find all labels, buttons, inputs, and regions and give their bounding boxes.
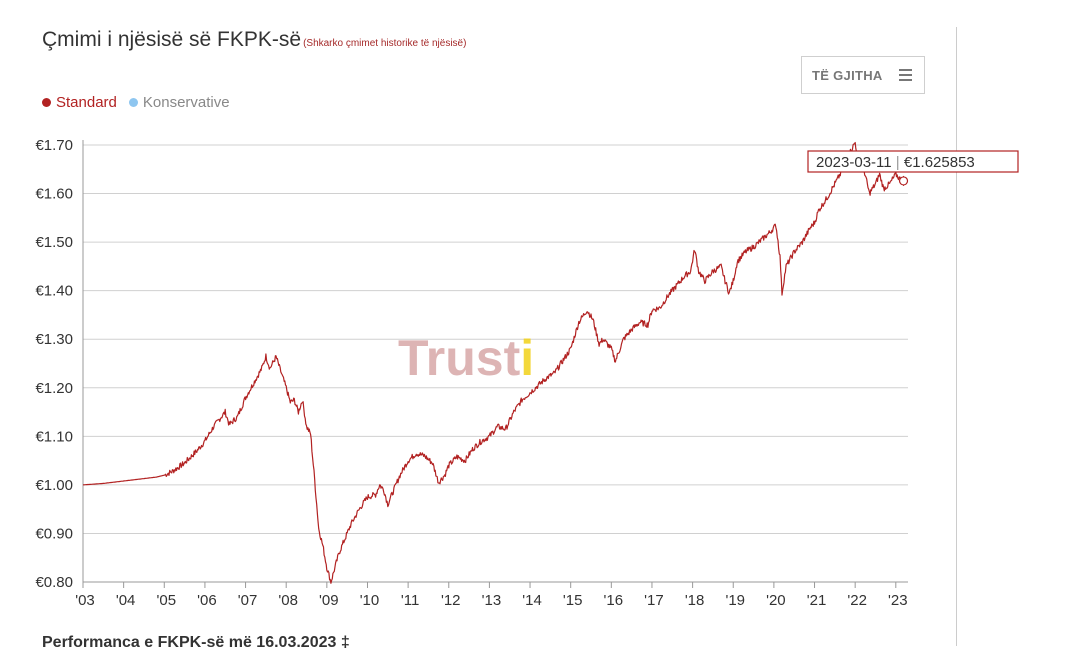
x-tick-label: '21 <box>807 592 827 609</box>
legend-item-konservative[interactable]: Konservative <box>128 94 230 111</box>
x-tick-label: '13 <box>482 592 502 609</box>
series-line-standard <box>82 141 904 584</box>
hover-marker <box>898 176 909 186</box>
tooltip-separator: | <box>892 154 904 171</box>
y-tick-label: €1.70 <box>35 137 73 154</box>
x-tick-label: '05 <box>156 592 176 609</box>
x-tick-label: '11 <box>401 592 419 609</box>
legend-label-konservative: Konservative <box>142 94 230 111</box>
y-tick-label: €1.60 <box>35 186 73 203</box>
legend-label-standard: Standard <box>56 94 117 111</box>
y-tick-label: €1.00 <box>35 477 73 494</box>
legend-dot-konservative <box>128 98 138 107</box>
x-tick-label: '08 <box>278 592 298 609</box>
series-layer <box>82 141 909 584</box>
range-all-label: TË GJITHA <box>812 67 883 83</box>
y-tick-label: €1.20 <box>35 380 73 397</box>
tooltip-box <box>807 150 1019 173</box>
x-tick-label: '10 <box>360 592 380 609</box>
x-tick-label: '07 <box>238 592 258 609</box>
x-tick-label: '19 <box>725 592 745 609</box>
range-all-button[interactable]: TË GJITHA <box>801 56 925 94</box>
chart-legend: Standard Konservative <box>42 94 230 111</box>
y-tick-label: €1.40 <box>35 283 73 300</box>
y-tick-label: €0.80 <box>35 574 73 591</box>
tooltip-text: 2023-03-11 | €1.625853 <box>816 154 975 171</box>
y-tick-label: €0.90 <box>35 525 73 542</box>
x-tick-label: '12 <box>441 592 461 609</box>
x-tick-label: '14 <box>522 592 542 609</box>
x-tick-label: '20 <box>766 592 786 609</box>
x-tick-label: '15 <box>563 592 583 609</box>
y-tick-label: €1.50 <box>35 234 73 251</box>
x-tick-label: '22 <box>847 592 867 609</box>
legend-dot-standard <box>42 98 51 107</box>
download-history-link[interactable]: (Shkarko çmimet historike të njësisë) <box>303 38 467 49</box>
grid-lines <box>82 140 908 583</box>
x-tick-label: '17 <box>644 592 664 609</box>
y-tick-label: €1.30 <box>35 331 73 348</box>
x-tick-label: '03 <box>75 592 95 609</box>
watermark-text: Trusti <box>398 330 534 386</box>
x-axis-ticks: '03 '04 '05 '06 '07 '08 '09 '10 '11 '12 '13 '14 '15 '… <box>75 582 908 609</box>
watermark-main: Trust <box>398 330 521 386</box>
x-tick-label: '04 <box>116 592 136 609</box>
tooltip: 2023-03-11 | €1.625853 <box>807 150 1019 173</box>
tooltip-value: €1.625853 <box>904 154 975 171</box>
y-tick-label: €1.10 <box>35 428 73 445</box>
x-tick-label: '09 <box>319 592 339 609</box>
tooltip-date: 2023-03-11 <box>816 154 892 171</box>
x-tick-label: '06 <box>197 592 217 609</box>
watermark-accent: i <box>520 330 534 386</box>
x-tick-label: '16 <box>604 592 624 609</box>
chart-title: Çmimi i njësisë së FKPK-së (Shkarko çmime… <box>42 28 466 52</box>
legend-item-standard[interactable]: Standard <box>42 94 117 111</box>
trusti-watermark: Trusti <box>398 330 534 386</box>
x-tick-label: '23 <box>888 592 908 609</box>
performance-heading: Performanca e FKPK-së më 16.03.2023 ‡ <box>42 634 350 651</box>
menu-icon[interactable] <box>899 69 912 81</box>
x-tick-label: '18 <box>685 592 705 609</box>
panel-divider <box>956 27 957 646</box>
y-axis-ticks: €0.80 €0.90 €1.00 €1.10 €1.20 €1.30 €1.40 €1.50… <box>35 137 73 591</box>
chart-title-text: Çmimi i njësisë së FKPK-së <box>42 28 302 51</box>
